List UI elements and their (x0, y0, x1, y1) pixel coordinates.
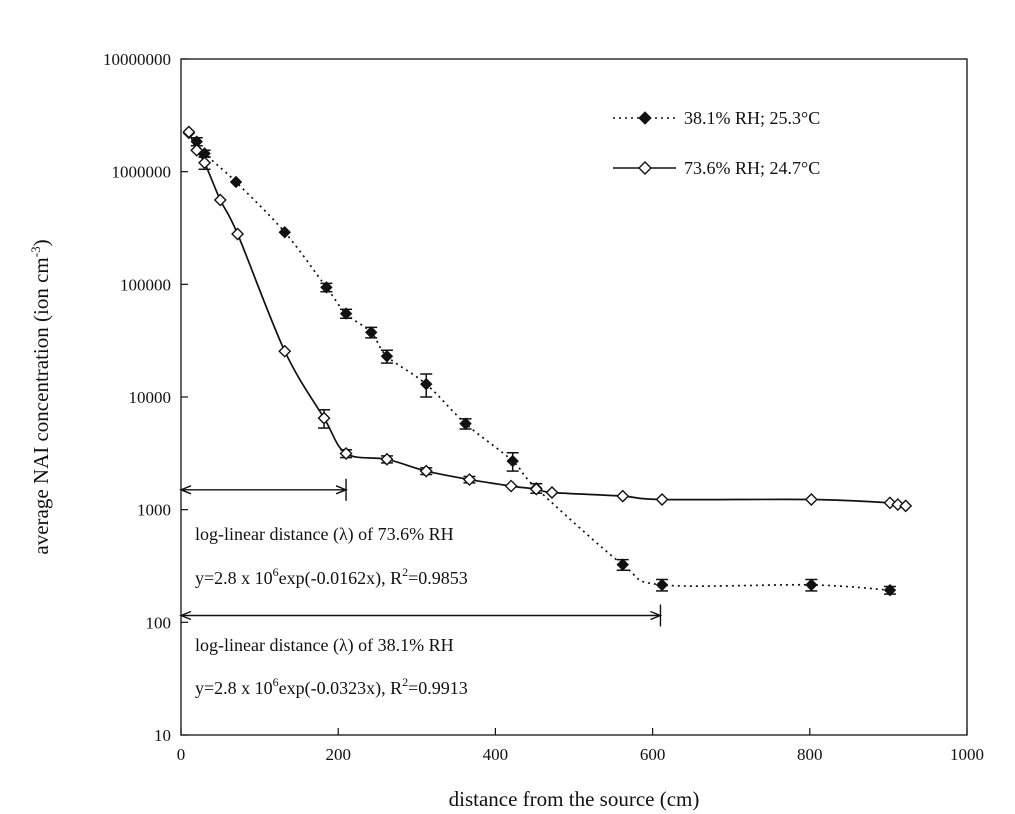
annotation-arrows (179, 478, 663, 627)
data-point-filled-diamond (339, 307, 353, 320)
data-point-open-diamond (419, 464, 433, 478)
series-line (188, 132, 891, 592)
eq-38-post: exp(-0.0323x), R (279, 678, 402, 699)
data-point-open-diamond (462, 473, 476, 487)
data-point-filled-diamond (229, 175, 243, 189)
y-tick-label: 1000 (137, 501, 171, 520)
data-point-filled-diamond (655, 578, 669, 592)
y-tick-label: 100000 (120, 275, 171, 294)
annotation-38-label: log-linear distance (λ) of 38.1% RH (195, 635, 454, 656)
data-point-open-diamond (213, 193, 227, 207)
y-tick-label: 100 (146, 613, 172, 632)
y-axis-label-superscript: -3 (28, 246, 43, 257)
data-point-filled-diamond (883, 583, 897, 597)
series-layer (182, 125, 913, 597)
eq-38-r2sup: 2 (402, 675, 408, 689)
data-point-filled-diamond (320, 281, 333, 294)
data-point-filled-diamond (420, 377, 433, 391)
series-2 (182, 125, 913, 513)
data-point-open-diamond (891, 498, 905, 512)
y-axis-label-tail: ) (29, 239, 53, 246)
data-point-filled-diamond (616, 558, 629, 571)
legend-marker-38-filled-diamond (638, 111, 652, 125)
legend-label-73: 73.6% RH; 24.7°C (684, 158, 820, 178)
legend-label-38: 38.1% RH; 25.3°C (684, 108, 820, 128)
eq-73-pre: y=2.8 x 10 (195, 568, 273, 588)
annotation-73: log-linear distance (λ) of 73.6% RH y=2.… (195, 524, 468, 589)
data-point-open-diamond (616, 489, 630, 503)
legend-item-38: 38.1% RH; 25.3°C (613, 108, 820, 128)
data-point-filled-diamond (506, 454, 519, 468)
eq-73-exp: 6 (273, 565, 279, 579)
arrow-73 (179, 478, 348, 501)
arrow-38-head-left (179, 610, 192, 621)
eq-73-post: exp(-0.0162x), R (279, 568, 402, 589)
eq-73-r2sup: 2 (402, 565, 408, 579)
plot-frame (180, 58, 968, 736)
data-point-open-diamond (545, 486, 559, 499)
x-tick-label: 0 (177, 745, 186, 764)
x-tick-label: 400 (483, 745, 509, 764)
data-point-filled-diamond (278, 226, 291, 239)
y-tick-label: 10 (154, 726, 171, 745)
y-axis-label: average NAI concentration (ion cm-3) (28, 239, 53, 554)
x-axis-label: distance from the source (cm) (449, 787, 700, 811)
legend-marker-73-open-diamond (638, 161, 652, 175)
arrow-73-head-left (179, 485, 192, 495)
data-point-open-diamond (278, 344, 292, 358)
data-point-filled-diamond (805, 578, 818, 592)
y-tick-label: 10000 (129, 388, 172, 407)
legend-item-73: 73.6% RH; 24.7°C (613, 158, 820, 178)
eq-38-pre: y=2.8 x 10 (195, 678, 273, 698)
data-point-open-diamond (339, 447, 353, 461)
y-tick-label: 10000000 (103, 50, 171, 69)
y-axis-label-main: average NAI concentration (ion cm (29, 257, 53, 554)
data-point-open-diamond (317, 411, 331, 425)
data-point-open-diamond (182, 125, 196, 139)
eq-73-r2val: =0.9853 (408, 568, 468, 588)
data-point-open-diamond (380, 452, 394, 466)
annotation-38: log-linear distance (λ) of 38.1% RH y=2.… (195, 635, 468, 699)
data-point-filled-diamond (459, 417, 472, 430)
data-point-open-diamond (198, 156, 212, 170)
data-point-open-diamond (529, 482, 543, 496)
x-tick-label: 200 (325, 745, 351, 764)
annotation-38-equation: y=2.8 x 106exp(-0.0323x), R2=0.9913 (195, 675, 468, 699)
y-tick-label: 1000000 (112, 163, 172, 182)
data-point-filled-diamond (365, 326, 378, 339)
data-point-open-diamond (804, 493, 818, 507)
data-point-open-diamond (231, 227, 245, 241)
eq-38-r2val: =0.9913 (408, 678, 468, 698)
x-tick-label: 800 (797, 745, 823, 764)
y-axis-ticks: 10 100 1000 10000 100000 1000000 10000000 (103, 50, 188, 745)
data-point-open-diamond (504, 479, 518, 493)
x-tick-label: 1000 (950, 745, 984, 764)
arrow-38 (179, 604, 663, 627)
x-tick-label: 600 (640, 745, 666, 764)
data-point-open-diamond (899, 499, 913, 513)
data-point-open-diamond (655, 493, 669, 507)
annotation-73-label: log-linear distance (λ) of 73.6% RH (195, 524, 454, 545)
series-line (188, 131, 906, 507)
annotation-73-equation: y=2.8 x 106exp(-0.0162x), R2=0.9853 (195, 565, 468, 589)
data-point-filled-diamond (380, 350, 394, 363)
legend: 38.1% RH; 25.3°C 73.6% RH; 24.7°C (613, 108, 820, 178)
eq-38-exp: 6 (273, 675, 279, 689)
data-point-open-diamond (190, 143, 204, 157)
x-axis-ticks: 0 200 400 600 800 1000 (177, 728, 984, 764)
